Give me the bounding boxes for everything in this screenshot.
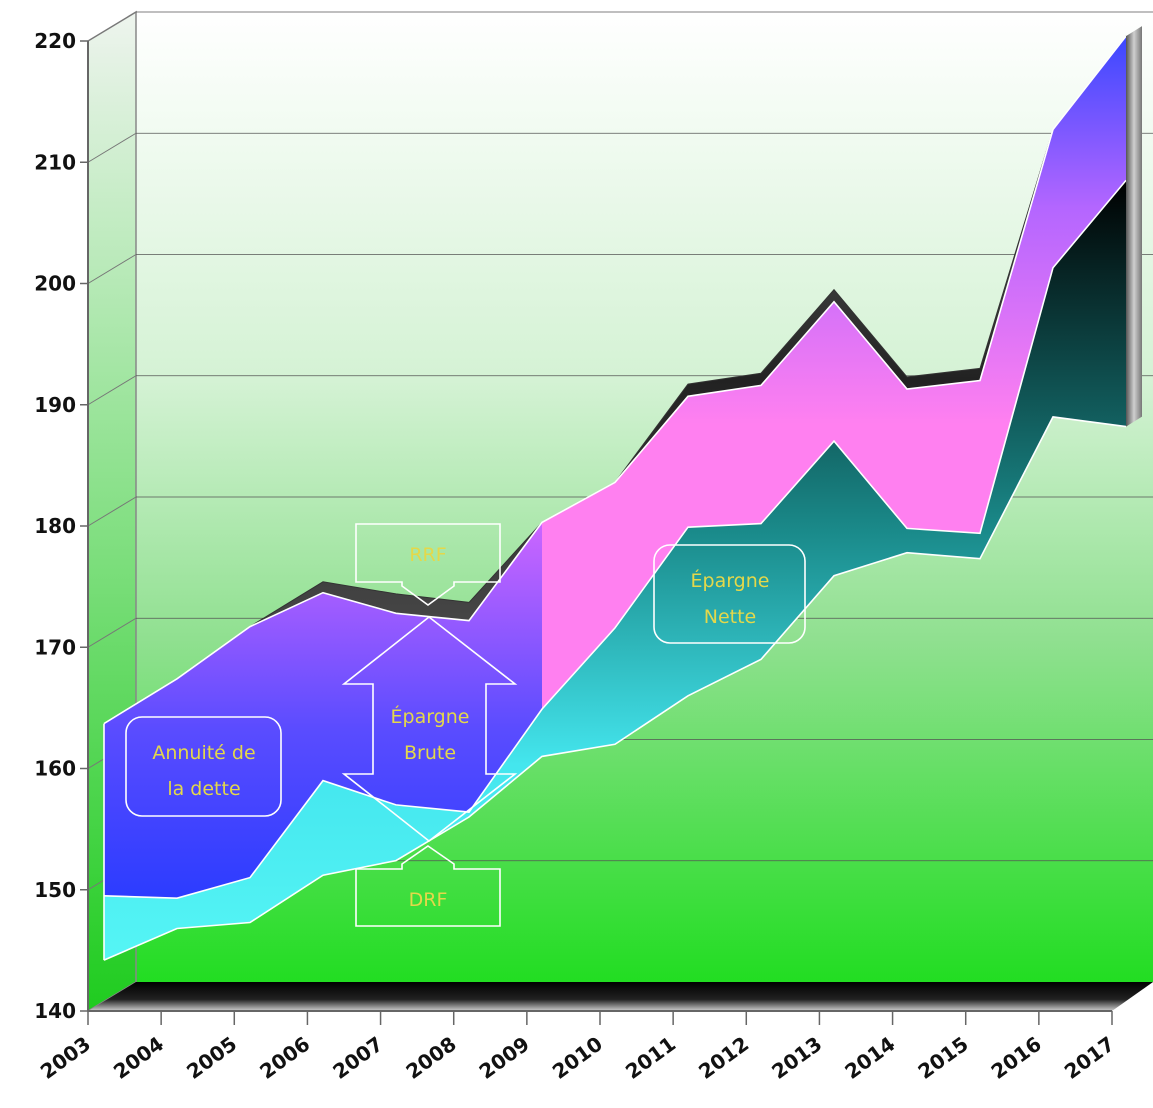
- right-side-face: [1126, 26, 1142, 427]
- nette-label-line-2: Nette: [704, 606, 757, 628]
- gridline-diag-180: [87, 496, 137, 527]
- rrf-label: RRF: [409, 544, 446, 566]
- base-line: [103, 416, 1127, 961]
- x-tick-label-2007: 2007: [328, 1032, 387, 1084]
- brute-double-arrow: [341, 615, 518, 843]
- annuite-label-line-1: Annuité de: [152, 742, 255, 764]
- drf-line: [103, 179, 1127, 900]
- x-tick-label-2016: 2016: [987, 1032, 1046, 1084]
- rrf-line: [103, 35, 1127, 725]
- nette-callout-box: [653, 544, 806, 644]
- y-tick-label-220: 220: [34, 29, 76, 53]
- x-tick-label-2015: 2015: [914, 1032, 973, 1084]
- annuite-band: [104, 522, 542, 899]
- gridline-diag-210: [87, 132, 137, 163]
- y-tick-label-170: 170: [34, 635, 76, 659]
- drf-label: DRF: [409, 889, 448, 911]
- x-tick-label-2008: 2008: [402, 1032, 461, 1084]
- x-tick-label-2011: 2011: [621, 1032, 680, 1084]
- x-tick-label-2005: 2005: [182, 1032, 241, 1084]
- y-tick-label-140: 140: [34, 999, 76, 1023]
- rrf-callout: [355, 523, 501, 606]
- x-tick-label-2017: 2017: [1060, 1032, 1119, 1084]
- x-tick-label-2012: 2012: [694, 1032, 753, 1084]
- x-tick-label-2014: 2014: [840, 1032, 899, 1084]
- y-tick-label-160: 160: [34, 757, 76, 781]
- gridline-diag-170: [87, 617, 137, 648]
- y-tick-label-210: 210: [34, 150, 76, 174]
- y-tick-label-190: 190: [34, 393, 76, 417]
- x-tick-label-2006: 2006: [255, 1032, 314, 1084]
- brute-label-line-2: Brute: [404, 742, 456, 764]
- nette-label-line-1: Épargne: [691, 569, 770, 592]
- brute-label-line-1: Épargne: [391, 705, 470, 728]
- x-tick-label-2010: 2010: [548, 1032, 607, 1084]
- x-tick-label-2004: 2004: [109, 1032, 168, 1084]
- x-tick-label-2003: 2003: [36, 1032, 95, 1084]
- floor: [88, 982, 1153, 1011]
- gridline-diag-200: [87, 254, 137, 284]
- x-tick-label-2013: 2013: [767, 1032, 826, 1084]
- y-tick-label-180: 180: [34, 514, 76, 538]
- y-tick-label-150: 150: [34, 878, 76, 902]
- y-tick-label-200: 200: [34, 272, 76, 296]
- drf-callout: [355, 845, 501, 927]
- annuite-callout-box: [125, 716, 282, 817]
- gridline-diag-190: [87, 375, 137, 406]
- annuite-label-line-2: la dette: [167, 778, 240, 800]
- x-tick-label-2009: 2009: [475, 1032, 534, 1084]
- gridline-diag-220: [87, 11, 137, 42]
